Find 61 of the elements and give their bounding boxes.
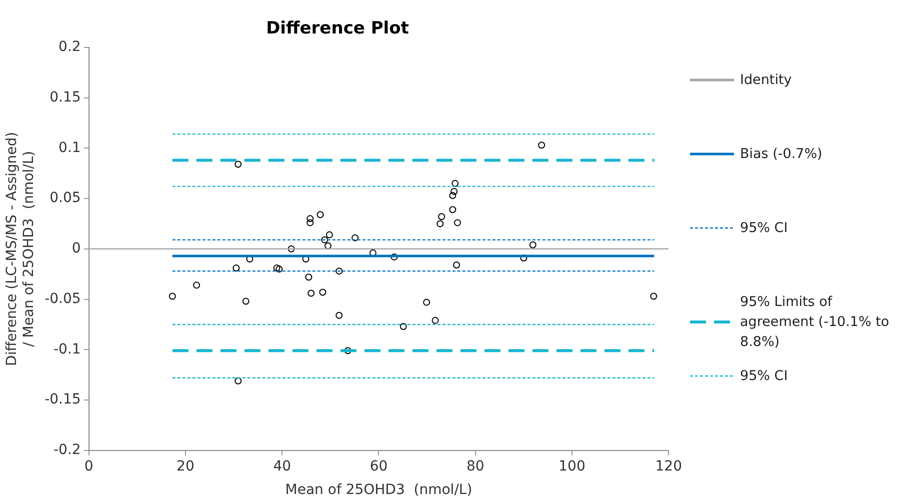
point	[344, 347, 352, 354]
point	[326, 231, 333, 238]
point	[324, 242, 332, 250]
y-tick-label: 0	[72, 240, 81, 257]
point	[454, 219, 461, 226]
point	[306, 219, 314, 226]
point	[650, 292, 658, 300]
y-tick-label: -0.15	[44, 392, 81, 408]
point	[234, 377, 242, 384]
x-tick-label: 60	[370, 458, 388, 474]
point	[452, 180, 459, 187]
x-tick-label: 80	[466, 458, 484, 474]
point	[232, 264, 240, 272]
x-axis-title: Mean of 25OHD3 (nmol/L)	[285, 482, 472, 498]
point	[336, 268, 343, 275]
point	[234, 160, 242, 168]
y-tick-label: 0.05	[50, 190, 81, 206]
x-tick-label: 40	[273, 458, 292, 474]
point	[538, 142, 546, 149]
point	[276, 266, 283, 273]
point	[529, 241, 536, 248]
chart-title: Difference Plot	[266, 18, 409, 39]
point	[168, 292, 176, 300]
x-tick-label: 20	[176, 458, 194, 474]
point	[336, 312, 343, 319]
point	[316, 211, 324, 218]
legend-label: 95% CI	[740, 367, 789, 386]
point	[308, 290, 315, 297]
point	[449, 206, 456, 214]
x-tick-label: 120	[655, 458, 682, 474]
legend-label: 95% Limits of agreement (-10.1% to 8.8%)	[740, 293, 890, 352]
y-tick-label: 0.15	[50, 89, 81, 106]
point	[193, 282, 200, 289]
point	[432, 316, 439, 324]
point	[305, 274, 312, 281]
y-axis-title: Difference (LC-MS/MS - Assigned) / Mean of 25OHD3 (nmol/L)	[4, 132, 37, 366]
x-tick-label: 0	[84, 458, 94, 474]
point	[242, 298, 250, 305]
y-tick-label: 0.1	[58, 140, 81, 156]
point	[390, 253, 398, 260]
point	[400, 322, 407, 330]
point	[453, 262, 460, 269]
point	[273, 264, 280, 272]
point	[288, 245, 295, 252]
y-tick-label: -0.1	[53, 341, 81, 358]
y-tick-label: -0.05	[44, 290, 81, 307]
point	[423, 298, 430, 306]
y-tick-label: 0.2	[58, 39, 81, 56]
point	[321, 236, 328, 244]
point	[438, 213, 446, 220]
x-tick-label: 100	[558, 458, 586, 474]
legend-label: 95% CI	[740, 219, 789, 238]
point	[319, 288, 326, 296]
legend-label: Bias (-0.7%)	[740, 145, 824, 164]
point	[352, 234, 359, 242]
legend-label: Identity	[740, 71, 793, 90]
point	[306, 215, 314, 222]
point	[449, 192, 456, 200]
y-tick-label: -0.2	[53, 442, 81, 458]
point	[450, 188, 458, 195]
point	[436, 220, 444, 228]
